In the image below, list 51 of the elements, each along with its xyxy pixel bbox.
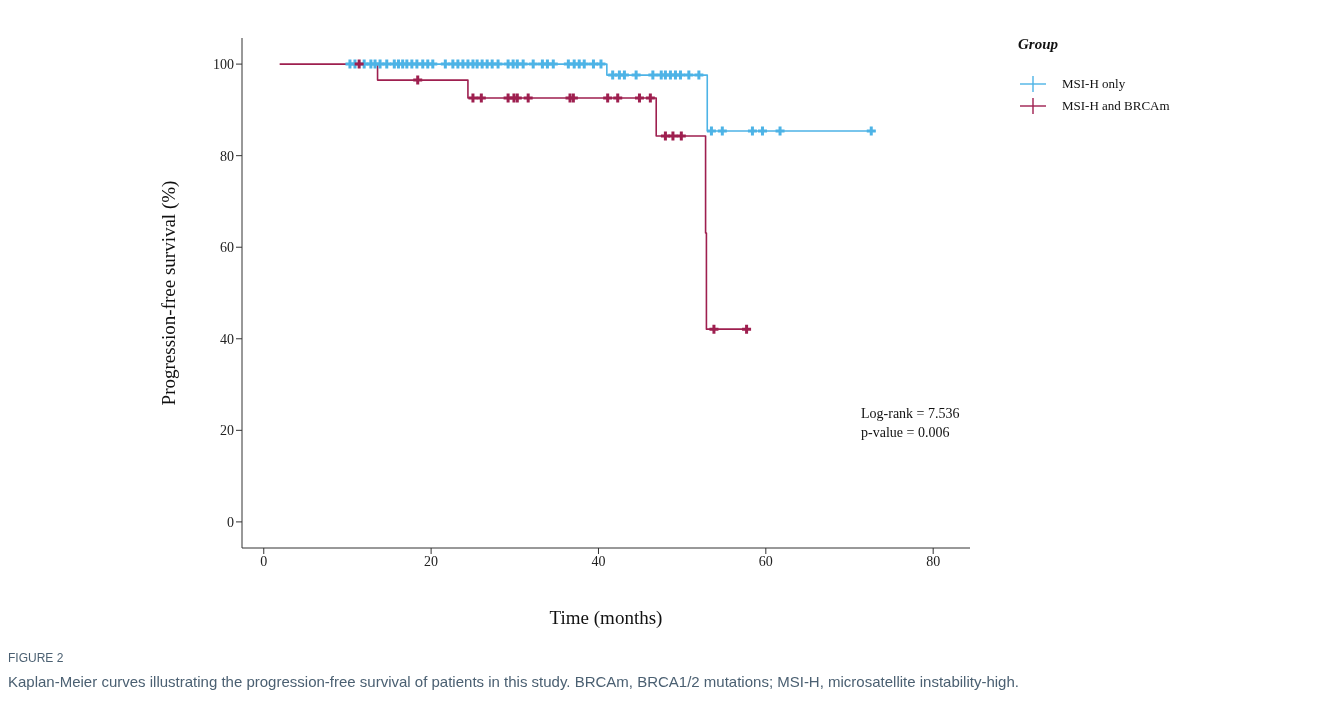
point xyxy=(382,59,392,69)
x-axis-title: Time (months) xyxy=(549,607,663,629)
point xyxy=(518,59,528,69)
point xyxy=(428,59,438,69)
legend-title: Group xyxy=(1018,36,1059,53)
y-tick-label: 80 xyxy=(220,148,234,164)
point xyxy=(413,75,423,85)
point xyxy=(645,93,655,103)
point xyxy=(706,126,716,136)
y-tick-label: 40 xyxy=(220,331,234,347)
point xyxy=(528,59,538,69)
point xyxy=(668,131,678,141)
x-tick-label: 80 xyxy=(926,553,941,569)
point xyxy=(476,93,486,103)
point xyxy=(634,93,644,103)
y-tick-label: 60 xyxy=(220,240,234,256)
y-tick-label: 100 xyxy=(213,57,234,73)
y-axis-title: Progression-free survival (%) xyxy=(157,180,180,406)
point xyxy=(866,126,876,136)
annotation: Log-rank = 7.536 xyxy=(861,405,960,423)
annotation: p-value = 0.006 xyxy=(861,424,951,442)
point xyxy=(468,93,478,103)
point xyxy=(747,126,757,136)
legend-label: MSI-H only xyxy=(1062,76,1126,92)
point xyxy=(354,59,364,69)
point xyxy=(493,59,503,69)
point xyxy=(548,59,558,69)
y-tick-label: 0 xyxy=(227,514,234,530)
x-tick-label: 60 xyxy=(758,553,773,569)
x-tick-label: 40 xyxy=(591,553,606,569)
x-tick-label: 0 xyxy=(260,553,268,569)
point xyxy=(709,324,719,334)
caption: FIGURE 2 xyxy=(8,651,65,665)
point xyxy=(596,59,606,69)
point xyxy=(523,93,533,103)
text: Kaplan-Meier curves illustrating the progression-free survival of patients in this study. BRCAm, BRCA1/2 mutations; MSI-H, microsatellite instability-high. xyxy=(8,672,1020,692)
y-tick-label: 20 xyxy=(220,423,234,439)
point xyxy=(579,59,589,69)
point xyxy=(775,126,785,136)
point xyxy=(613,93,623,103)
point xyxy=(717,126,727,136)
x-tick-label: 20 xyxy=(424,553,439,569)
point xyxy=(648,70,658,80)
point xyxy=(631,70,641,80)
point xyxy=(694,70,704,80)
point xyxy=(742,324,752,334)
point xyxy=(684,70,694,80)
point xyxy=(603,93,613,103)
point xyxy=(757,126,767,136)
point xyxy=(676,131,686,141)
legend-label: MSI-H and BRCAm xyxy=(1062,98,1170,114)
